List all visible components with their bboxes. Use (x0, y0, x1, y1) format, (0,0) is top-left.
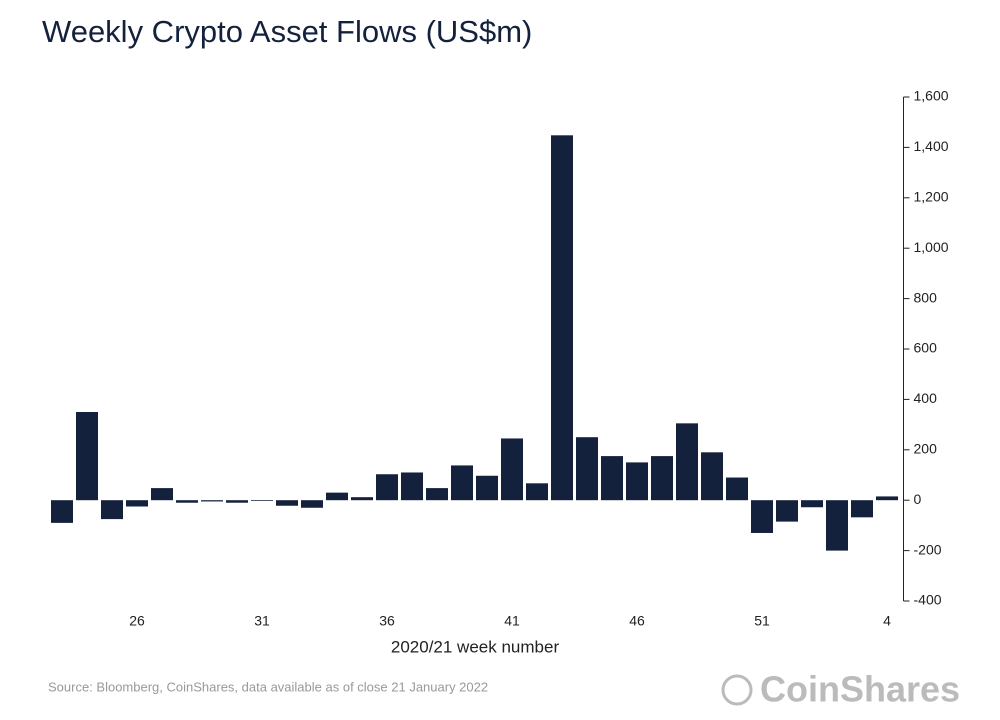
bar (551, 135, 573, 501)
x-tick-label: 46 (629, 613, 645, 629)
y-tick-label: 600 (914, 340, 938, 356)
bar (526, 483, 548, 501)
x-tick-label: 36 (379, 613, 395, 629)
y-tick-label: -400 (914, 592, 942, 608)
x-tick-label: 31 (254, 613, 270, 629)
bar (676, 423, 698, 501)
bar (776, 500, 798, 522)
bar (226, 500, 248, 503)
bar (576, 437, 598, 501)
bar (501, 438, 523, 501)
bar (651, 456, 673, 501)
source-note: Source: Bloomberg, CoinShares, data avai… (48, 679, 488, 694)
y-tick-label: 1,600 (914, 88, 949, 104)
brand-logo: CoinShares (721, 669, 960, 710)
x-tick-label: 4 (883, 613, 891, 629)
bar (626, 462, 648, 501)
bar (876, 496, 898, 501)
bar (401, 472, 423, 501)
bar (201, 500, 223, 502)
chart-title: Weekly Crypto Asset Flows (US$m) (42, 14, 532, 49)
bar (151, 488, 173, 501)
bar (51, 500, 73, 523)
y-tick-label: 0 (914, 491, 922, 507)
y-tick-label: 1,200 (914, 189, 949, 205)
bar (326, 492, 348, 501)
bar (851, 500, 873, 518)
bar (276, 500, 298, 506)
y-tick-label: 200 (914, 441, 938, 457)
y-tick-label: 400 (914, 390, 938, 406)
bar (126, 500, 148, 507)
logo-icon (721, 674, 753, 706)
brand-name: CoinShares (760, 669, 960, 710)
y-tick-label: 800 (914, 289, 938, 305)
bar (701, 452, 723, 501)
bar (751, 500, 773, 533)
x-tick-label: 51 (754, 613, 770, 629)
bar (176, 500, 198, 503)
bar (76, 412, 98, 501)
bar (426, 488, 448, 501)
y-tick-label: 1,000 (914, 239, 949, 255)
bar (726, 477, 748, 501)
y-tick-label: -200 (914, 541, 942, 557)
bar (826, 500, 848, 551)
bar (801, 500, 823, 508)
bar (101, 500, 123, 520)
x-axis-label: 2020/21 week number (391, 637, 560, 656)
bar (301, 500, 323, 508)
bar (351, 497, 373, 501)
x-tick-label: 41 (504, 613, 520, 629)
bar (251, 500, 273, 501)
bar (376, 474, 398, 501)
bar (601, 456, 623, 501)
y-tick-label: 1,400 (914, 138, 949, 154)
x-tick-label: 26 (129, 613, 145, 629)
bar (451, 465, 473, 501)
bar (476, 475, 498, 501)
